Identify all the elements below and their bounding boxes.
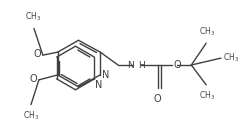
Text: CH$_3$: CH$_3$ — [23, 110, 39, 122]
Text: O: O — [174, 60, 181, 70]
Text: N: N — [127, 60, 134, 70]
Text: H: H — [138, 60, 144, 70]
Text: CH$_3$: CH$_3$ — [199, 26, 215, 38]
Text: O: O — [33, 49, 41, 59]
Text: O: O — [29, 74, 37, 84]
Text: CH$_3$: CH$_3$ — [199, 90, 215, 102]
Text: N: N — [95, 80, 103, 90]
Text: CH$_3$: CH$_3$ — [25, 11, 41, 23]
Text: O: O — [154, 94, 162, 104]
Text: CH$_3$: CH$_3$ — [223, 52, 239, 64]
Text: N: N — [102, 70, 110, 80]
